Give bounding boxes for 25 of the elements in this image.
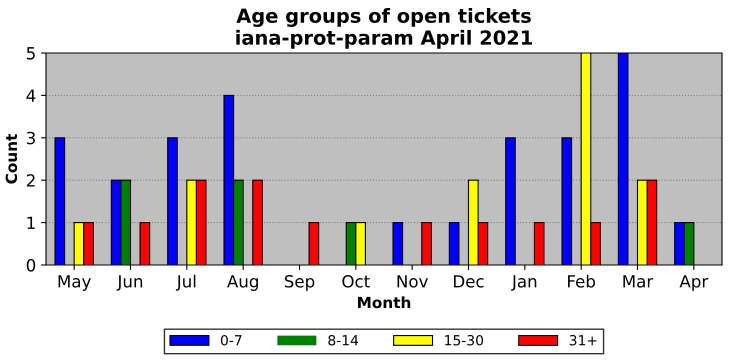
- x-tick-label: Jul: [176, 274, 196, 291]
- chart-title: Age groups of open tickets iana-prot-param April 2021: [236, 8, 532, 49]
- y-tick-label: 0: [26, 258, 36, 272]
- legend-label: 8-14: [328, 334, 358, 346]
- x-tick-label: Mar: [623, 275, 654, 288]
- x-tick-label: Apr: [680, 275, 708, 291]
- x-tick-label: Jan: [511, 275, 536, 291]
- y-tick-label: 5: [26, 47, 35, 60]
- x-tick-label: Nov: [398, 275, 428, 288]
- x-axis-title: Month: [358, 296, 410, 308]
- x-tick-label: May: [58, 275, 91, 291]
- x-tick-label: Dec: [454, 275, 484, 288]
- y-axis-title: Count: [6, 134, 18, 184]
- x-tick-label: Feb: [568, 274, 596, 288]
- y-tick-label: 1: [28, 216, 35, 229]
- y-tick-label: 4: [26, 90, 36, 102]
- x-tick-label: Jun: [116, 275, 142, 291]
- legend-label: 0-7: [220, 334, 242, 346]
- x-tick-label: Aug: [227, 275, 258, 291]
- legend-label: 31+: [570, 334, 597, 346]
- y-tick-label: 3: [26, 132, 35, 144]
- legend-label: 15-30: [445, 334, 484, 346]
- y-tick-label: 2: [26, 174, 35, 187]
- x-tick-label: Sep: [284, 275, 314, 291]
- x-tick-label: Oct: [342, 275, 370, 288]
